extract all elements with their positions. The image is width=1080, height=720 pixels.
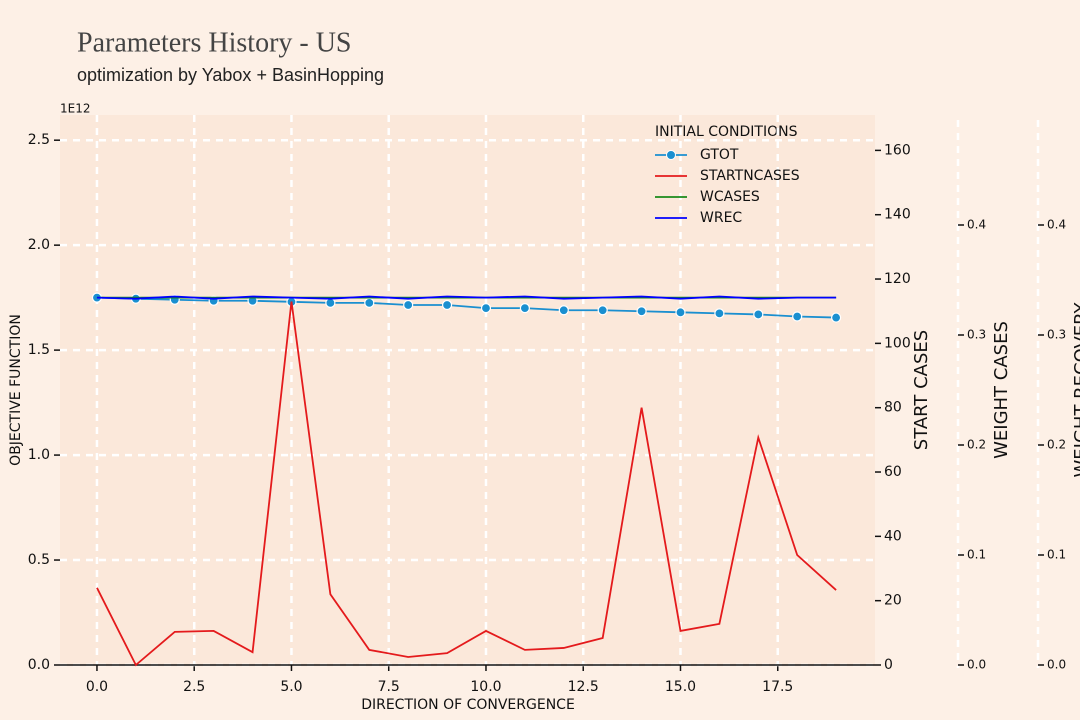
series-marker <box>636 306 647 317</box>
y2-tick-label: 40 <box>884 528 902 544</box>
y-tick-label: 1.0 <box>28 447 50 463</box>
x-axis-label: DIRECTION OF CONVERGENCE <box>361 697 575 713</box>
y-axis-label: OBJECTIVE FUNCTION <box>8 314 24 466</box>
y2-tick-label: 80 <box>884 400 902 416</box>
x-tick-label: 12.5 <box>568 679 599 695</box>
series-marker <box>364 297 375 308</box>
y-tick-label: 2.0 <box>28 237 50 253</box>
y2-tick-label: 0 <box>884 657 893 673</box>
series-marker <box>675 307 686 318</box>
y4-tick-label: 0.1 <box>1047 548 1066 562</box>
legend-label: GTOT <box>700 147 739 163</box>
y2-tick-label: 120 <box>884 271 911 287</box>
legend-label: WREC <box>700 210 742 226</box>
legend-label: STARTNCASES <box>700 168 800 184</box>
x-tick-label: 0.0 <box>86 679 108 695</box>
series-marker <box>519 303 530 314</box>
series-marker <box>441 299 453 311</box>
chart-subtitle: optimization by Yabox + BasinHopping <box>77 65 384 85</box>
y2-tick-label: 100 <box>884 335 911 351</box>
y2-tick-label: 140 <box>884 207 911 223</box>
series-marker <box>325 297 336 308</box>
x-tick-label: 10.0 <box>470 679 501 695</box>
y-tick-label: 0.0 <box>28 657 50 673</box>
y4-tick-label: 0.2 <box>1047 438 1066 452</box>
series-line <box>96 296 837 319</box>
y4-axis-label: WEIGHT RECOVERY <box>1071 301 1080 477</box>
y3-tick-label: 0.2 <box>967 438 986 452</box>
series-line <box>96 295 837 300</box>
series-line <box>96 301 837 667</box>
y4-tick-label: 0.0 <box>1047 658 1066 672</box>
y-tick-label: 0.5 <box>28 552 50 568</box>
series-marker <box>792 311 803 322</box>
y3-tick-label: 0.4 <box>967 218 986 232</box>
y4-tick-label: 0.4 <box>1047 218 1066 232</box>
y3-tick-label: 0.0 <box>967 658 986 672</box>
series-marker <box>480 303 492 314</box>
legend-label: WCASES <box>700 189 760 205</box>
x-tick-label: 15.0 <box>665 679 696 695</box>
plot-area <box>60 115 875 665</box>
series-marker <box>558 305 569 316</box>
x-tick-label: 5.0 <box>280 679 302 695</box>
y-tick-label: 1.5 <box>28 342 50 358</box>
series-marker <box>830 312 842 323</box>
x-tick-label: 2.5 <box>183 679 205 695</box>
x-tick-label: 7.5 <box>378 679 400 695</box>
y2-tick-label: 160 <box>884 142 911 158</box>
series-marker <box>597 305 608 316</box>
y2-tick-label: 20 <box>884 593 902 609</box>
series-marker <box>714 308 725 319</box>
legend-title: INITIAL CONDITIONS <box>655 124 798 140</box>
y3-tick-label: 0.1 <box>967 548 986 562</box>
y3-tick-label: 0.3 <box>967 328 986 342</box>
x-tick-label: 17.5 <box>762 679 793 695</box>
y-tick-label: 2.5 <box>28 132 50 148</box>
y2-tick-label: 60 <box>884 464 902 480</box>
offset-label: 1E12 <box>60 102 91 116</box>
series-marker <box>403 299 414 311</box>
y4-tick-label: 0.3 <box>1047 328 1066 342</box>
series-marker <box>753 309 764 320</box>
y2-axis-label: START CASES <box>911 330 932 450</box>
legend-marker <box>666 150 676 160</box>
chart-title: Parameters History - US <box>77 27 352 58</box>
y3-axis-label: WEIGHT CASES <box>991 321 1012 459</box>
